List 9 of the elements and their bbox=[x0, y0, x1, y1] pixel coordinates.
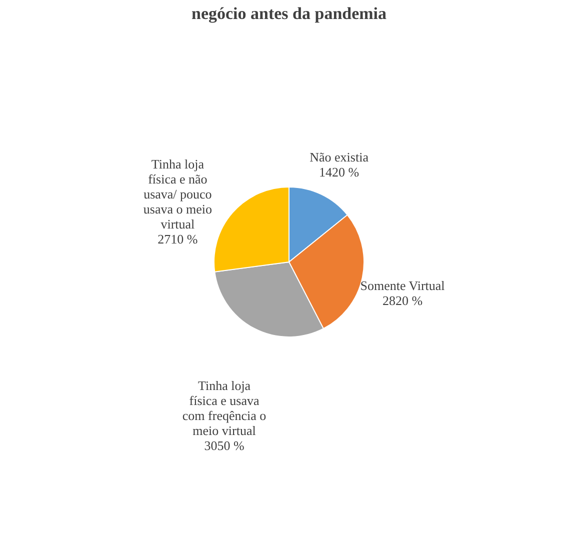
slice-label: Tinha loja física e usava com freqência o meio virtual bbox=[182, 378, 266, 438]
slice-label: Não existia bbox=[310, 149, 369, 164]
slice-label: Tinha loja física e não usava/ pouco usava o meio virtual bbox=[143, 156, 212, 232]
data-label: 3050 % bbox=[204, 438, 244, 454]
slice-label: Somente Virtual bbox=[360, 278, 446, 293]
data-label: 2820 % bbox=[382, 292, 423, 308]
data-label: 2710 % bbox=[158, 231, 198, 246]
chart-title: negócio antes da pandemia bbox=[191, 4, 388, 23]
data-label: 1420 % bbox=[319, 164, 360, 180]
